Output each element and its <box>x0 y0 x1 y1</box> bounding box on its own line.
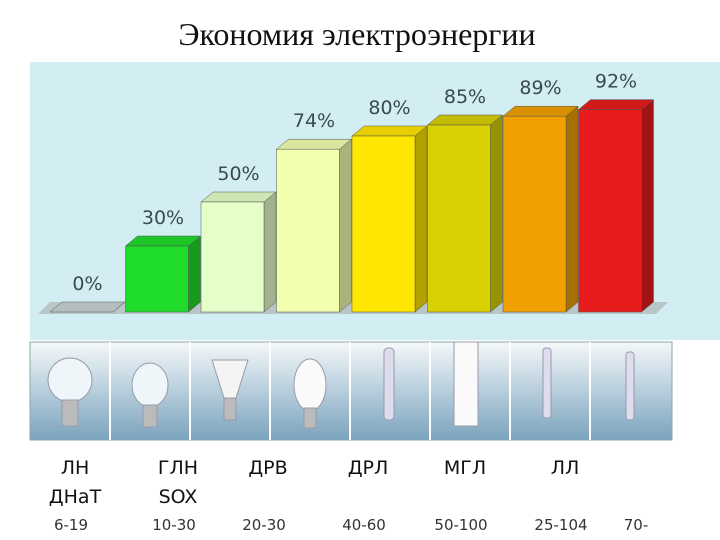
lamp-power-range: 70- <box>624 516 649 534</box>
bar <box>125 245 189 313</box>
value-label: 50% <box>217 163 259 185</box>
bar <box>276 148 340 313</box>
lamp-power-range: 50-100 <box>434 516 487 534</box>
lamp-name: ЛН <box>61 457 90 479</box>
lamp-name: ЛЛ <box>551 457 580 479</box>
lamp-power-range: 25-104 <box>534 516 587 534</box>
bar-top <box>577 99 655 110</box>
value-label: 74% <box>293 110 335 132</box>
value-label: 89% <box>519 77 561 99</box>
lamp-name: ДРВ <box>248 457 287 479</box>
bar-side <box>188 235 201 313</box>
bar <box>200 201 265 313</box>
lamp-name: ГЛН <box>158 457 198 479</box>
bar-top <box>124 235 202 247</box>
lamp-power-range: 6-19 <box>54 516 88 534</box>
lamp-alt-name: SOX <box>159 486 198 508</box>
lamp-labels: ЛН ГЛН ДРВ ДРЛ МГЛ ЛЛ ДНаТ SOX 6-19 10-30 20-30 40-… <box>49 457 648 534</box>
value-label: 0% <box>72 273 102 295</box>
lamp-power-range: 40-60 <box>342 516 386 534</box>
chart-title: Экономия электроэнергии <box>178 16 535 52</box>
bar-side <box>414 125 428 313</box>
lamp-name: ДРЛ <box>348 457 389 479</box>
value-label: 80% <box>368 97 410 119</box>
bar-side <box>565 105 579 313</box>
bar-top <box>502 105 579 117</box>
lamp-name: МГЛ <box>444 457 486 479</box>
lamp-power-range: 10-30 <box>152 516 196 534</box>
value-label: 92% <box>595 71 637 93</box>
bars: 0% 30% 50% 74% 80% 85% 89% 92% <box>49 71 655 313</box>
bar-top <box>351 125 428 137</box>
bar <box>502 115 567 313</box>
bar-side <box>339 138 352 313</box>
bar <box>351 135 416 313</box>
lamp-strip <box>29 341 673 441</box>
bar-top <box>49 301 126 313</box>
lamp-alt-name: ДНаТ <box>49 486 102 508</box>
bar-side <box>641 99 654 313</box>
value-label: 85% <box>444 86 486 108</box>
bar <box>578 109 642 313</box>
bar-side <box>263 191 277 313</box>
bar-top <box>200 191 277 203</box>
lamp-power-range: 20-30 <box>242 516 286 534</box>
bar-top <box>275 138 353 150</box>
value-label: 30% <box>142 207 184 229</box>
bar <box>427 124 491 313</box>
bar-side <box>490 114 503 313</box>
bar-top <box>426 114 504 126</box>
